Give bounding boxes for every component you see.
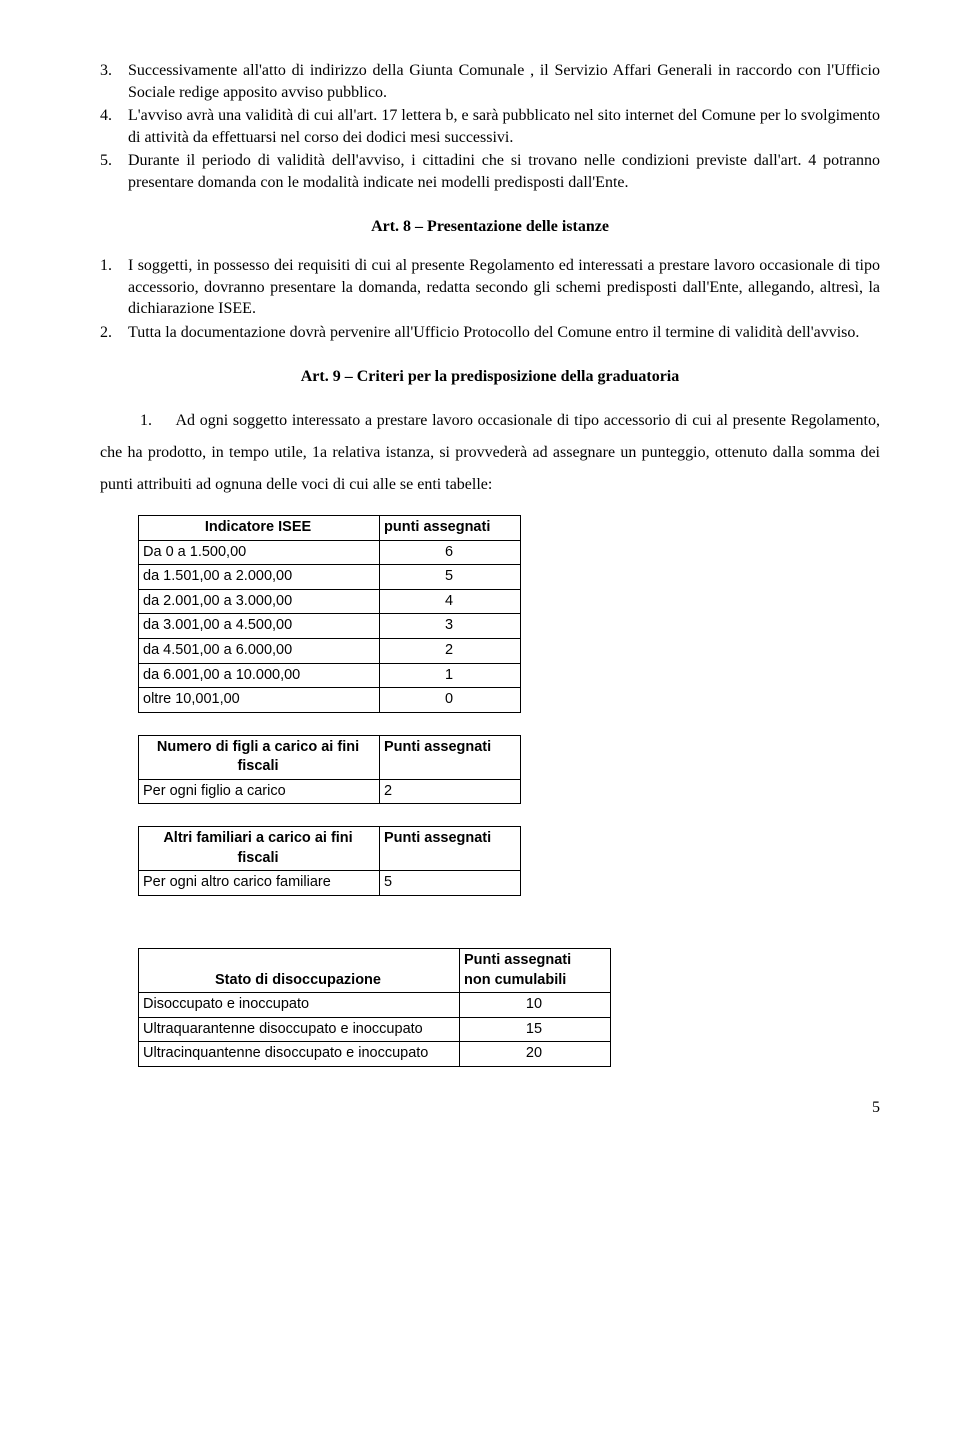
art9-intro-text: Ad ogni soggetto interessato a prestare … xyxy=(100,412,880,493)
cell-points: 5 xyxy=(380,871,521,896)
item-text: Tutta la documentazione dovrà pervenire … xyxy=(128,322,880,344)
item-num: 4. xyxy=(100,105,128,148)
cell-points: 3 xyxy=(380,614,521,639)
table-isee: Indicatore ISEE punti assegnati Da 0 a 1… xyxy=(138,515,521,713)
th-altri-label: Altri familiari a carico ai fini fiscali xyxy=(139,827,380,871)
cell-label: Per ogni altro carico familiare xyxy=(139,871,380,896)
table-row: da 6.001,00 a 10.000,001 xyxy=(139,663,521,688)
th-altri-pts: Punti assegnati xyxy=(380,827,521,871)
cell-label: oltre 10,001,00 xyxy=(139,688,380,713)
list-item: 3. Successivamente all'atto di indirizzo… xyxy=(100,60,880,103)
cell-points: 0 xyxy=(380,688,521,713)
table-row: Per ogni figlio a carico2 xyxy=(139,779,521,804)
cell-label: Ultracinquantenne disoccupato e inoccupa… xyxy=(139,1042,460,1067)
cell-points: 2 xyxy=(380,779,521,804)
table-row: da 3.001,00 a 4.500,003 xyxy=(139,614,521,639)
cell-label: Ultraquarantenne disoccupato e inoccupat… xyxy=(139,1017,460,1042)
table-row: Disoccupato e inoccupato10 xyxy=(139,993,611,1018)
table-altri: Altri familiari a carico ai fini fiscali… xyxy=(138,826,521,896)
art8-list: 1. I soggetti, in possesso dei requisiti… xyxy=(100,255,880,343)
cell-points: 20 xyxy=(460,1042,611,1067)
list-item: 5. Durante il periodo di validità dell'a… xyxy=(100,150,880,193)
cell-label: Per ogni figlio a carico xyxy=(139,779,380,804)
table-row: oltre 10,001,000 xyxy=(139,688,521,713)
th-figli-pts: Punti assegnati xyxy=(380,735,521,779)
table-row: Per ogni altro carico familiare5 xyxy=(139,871,521,896)
item-num: 2. xyxy=(100,322,128,344)
cell-points: 1 xyxy=(380,663,521,688)
th-isee-label: Indicatore ISEE xyxy=(139,516,380,541)
cell-label: da 2.001,00 a 3.000,00 xyxy=(139,589,380,614)
table-row: Da 0 a 1.500,006 xyxy=(139,540,521,565)
art9-intro: 1. Ad ogni soggetto interessato a presta… xyxy=(100,405,880,501)
art9-intro-num: 1. xyxy=(140,412,152,429)
item-num: 5. xyxy=(100,150,128,193)
cell-label: da 1.501,00 a 2.000,00 xyxy=(139,565,380,590)
cell-points: 6 xyxy=(380,540,521,565)
cell-points: 2 xyxy=(380,638,521,663)
table-row: da 1.501,00 a 2.000,005 xyxy=(139,565,521,590)
list-item: 1. I soggetti, in possesso dei requisiti… xyxy=(100,255,880,320)
th-figli-label: Numero di figli a carico ai fini fiscali xyxy=(139,735,380,779)
table-row: Ultraquarantenne disoccupato e inoccupat… xyxy=(139,1017,611,1042)
page-number: 5 xyxy=(100,1097,880,1119)
th-disocc-pts: Punti assegnati non cumulabili xyxy=(460,949,611,993)
table-row: da 2.001,00 a 3.000,004 xyxy=(139,589,521,614)
cell-points: 15 xyxy=(460,1017,611,1042)
cell-points: 5 xyxy=(380,565,521,590)
table-disoccupazione: Stato di disoccupazione Punti assegnati … xyxy=(138,948,611,1067)
cell-points: 4 xyxy=(380,589,521,614)
art9-title: Art. 9 – Criteri per la predisposizione … xyxy=(100,366,880,388)
table-figli: Numero di figli a carico ai fini fiscali… xyxy=(138,735,521,805)
cell-label: da 6.001,00 a 10.000,00 xyxy=(139,663,380,688)
table-row: Ultracinquantenne disoccupato e inoccupa… xyxy=(139,1042,611,1067)
cell-label: Da 0 a 1.500,00 xyxy=(139,540,380,565)
cell-label: da 3.001,00 a 4.500,00 xyxy=(139,614,380,639)
item-num: 3. xyxy=(100,60,128,103)
item-text: L'avviso avrà una validità di cui all'ar… xyxy=(128,105,880,148)
item-num: 1. xyxy=(100,255,128,320)
cell-label: da 4.501,00 a 6.000,00 xyxy=(139,638,380,663)
cell-label: Disoccupato e inoccupato xyxy=(139,993,460,1018)
cell-points: 10 xyxy=(460,993,611,1018)
th-disocc-label: Stato di disoccupazione xyxy=(139,949,460,993)
list-item: 2. Tutta la documentazione dovrà perveni… xyxy=(100,322,880,344)
item-text: Durante il periodo di validità dell'avvi… xyxy=(128,150,880,193)
th-disocc-pts-a: Punti assegnati xyxy=(464,951,604,971)
list-item: 4. L'avviso avrà una validità di cui all… xyxy=(100,105,880,148)
art8-title: Art. 8 – Presentazione delle istanze xyxy=(100,216,880,238)
top-list: 3. Successivamente all'atto di indirizzo… xyxy=(100,60,880,194)
table-row: da 4.501,00 a 6.000,002 xyxy=(139,638,521,663)
th-disocc-pts-b: non cumulabili xyxy=(464,971,604,991)
item-text: Successivamente all'atto di indirizzo de… xyxy=(128,60,880,103)
item-text: I soggetti, in possesso dei requisiti di… xyxy=(128,255,880,320)
th-isee-pts: punti assegnati xyxy=(380,516,521,541)
